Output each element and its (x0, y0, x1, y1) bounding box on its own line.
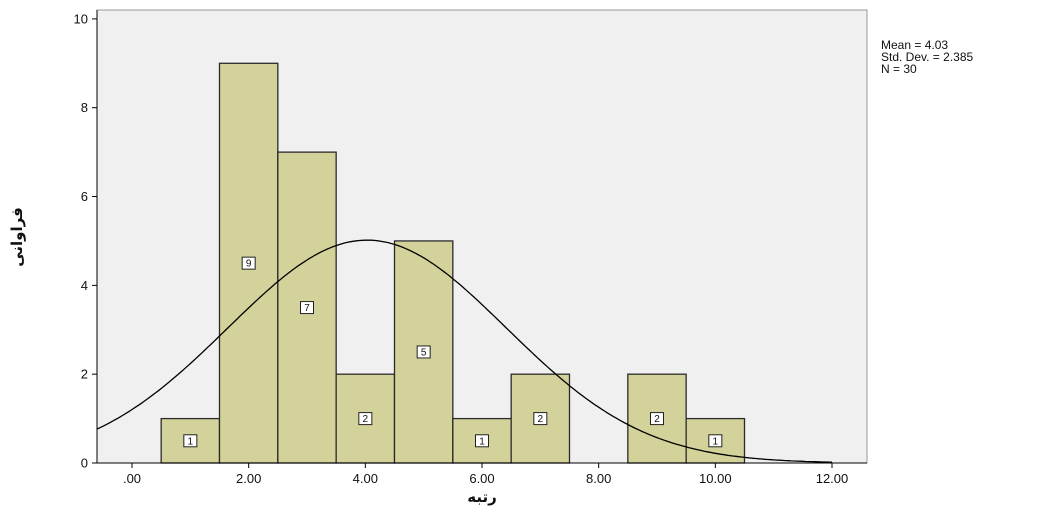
bar-label-box (183, 434, 198, 448)
bar-label-box (416, 345, 431, 359)
histogram-bar (627, 373, 687, 464)
bar-label: 9 (246, 259, 252, 270)
plot-background (96, 9, 868, 464)
bar-label: 2 (654, 414, 660, 425)
bar-label-box (241, 256, 256, 270)
bar-label-box (300, 301, 314, 315)
stat-mean: Mean = 4.03 (881, 38, 948, 52)
bar-label: 2 (538, 414, 544, 425)
bar-label: 1 (188, 436, 194, 447)
y-tick-label: 2 (81, 367, 88, 382)
x-tick-label: 8.00 (586, 471, 611, 486)
bar-label-box (708, 434, 723, 448)
y-ticks-layer: 0 2 4 6 8 10 (74, 11, 97, 471)
bar-label: 1 (479, 436, 485, 447)
y-tick-label: 8 (81, 100, 88, 115)
bar-label-box (358, 412, 373, 426)
bar-label: 1 (713, 436, 719, 447)
y-tick-label: 0 (81, 456, 88, 471)
x-tick-label: 2.00 (236, 471, 261, 486)
bar-label-box (475, 434, 489, 448)
bar-label: 2 (363, 414, 369, 425)
bar-label: 5 (421, 347, 427, 358)
y-tick-label: 6 (81, 189, 88, 204)
x-tick-label: 4.00 (353, 471, 378, 486)
x-tick-label: .00 (123, 471, 141, 486)
x-ticks-layer: .00 2.00 4.00 6.00 8.00 10.00 12.00 (123, 463, 848, 486)
y-tick-label: 10 (74, 11, 88, 26)
x-axis-title: رتبه (467, 488, 497, 506)
x-tick-label: 12.00 (816, 471, 849, 486)
bar-label-box (650, 412, 664, 426)
x-tick-label: 6.00 (469, 471, 494, 486)
stat-std-dev: Std. Dev. = 2.385 (881, 50, 973, 64)
stat-n: N = 30 (881, 62, 917, 76)
y-axis-title: فراوانی (8, 207, 26, 267)
bar-labels-layer: 1 9 7 2 5 1 2 2 1 (183, 256, 723, 448)
x-tick-label: 10.00 (699, 471, 732, 486)
bar-label-box (533, 412, 548, 426)
normal-curve (96, 239, 833, 463)
y-tick-label: 4 (81, 278, 88, 293)
bar-label: 7 (304, 303, 310, 314)
stats-box: Mean = 4.03 Std. Dev. = 2.385 N = 30 (881, 38, 973, 76)
